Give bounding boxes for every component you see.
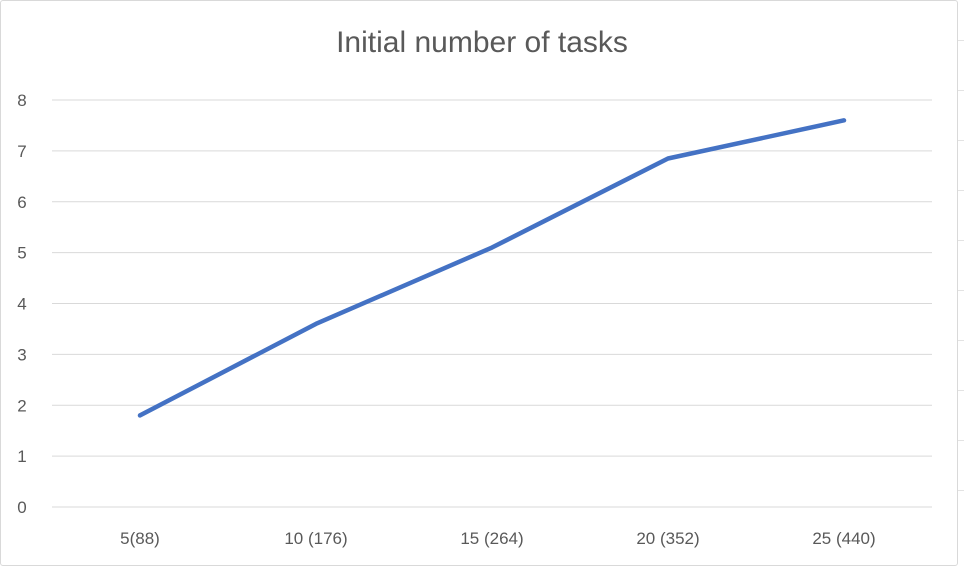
- y-tick-label: 1: [17, 447, 26, 466]
- x-tick-label: 10 (176): [284, 529, 347, 548]
- x-tick-label: 20 (352): [636, 529, 699, 548]
- y-tick-label: 0: [17, 498, 26, 517]
- y-tick-label: 2: [17, 396, 26, 415]
- gridlines: [52, 99, 932, 508]
- x-tick-label: 15 (264): [460, 529, 523, 548]
- y-tick-label: 6: [17, 193, 26, 212]
- y-tick-label: 4: [17, 295, 26, 314]
- chart-title: Initial number of tasks: [336, 26, 628, 59]
- y-tick-label: 7: [17, 142, 26, 161]
- y-tick-label: 3: [17, 345, 26, 364]
- x-axis-tick-labels: 5(88) 10 (176) 15 (264) 20 (352) 25 (440): [120, 529, 876, 548]
- right-edge-ticks: [958, 40, 964, 491]
- x-tick-label: 5(88): [120, 529, 160, 548]
- y-tick-label: 5: [17, 244, 26, 263]
- y-axis-tick-labels: 0 1 2 3 4 5 6 7 8: [17, 91, 26, 517]
- series-layer: [137, 118, 847, 418]
- y-tick-label: 8: [17, 91, 26, 110]
- series-line-0: [137, 118, 847, 418]
- x-tick-label: 25 (440): [812, 529, 875, 548]
